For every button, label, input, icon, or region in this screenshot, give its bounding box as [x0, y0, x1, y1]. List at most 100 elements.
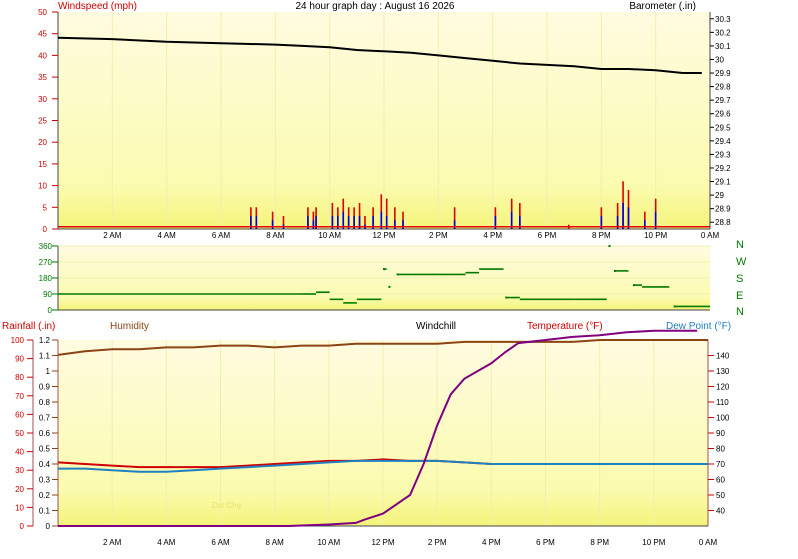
panel3-x-tick-label: 8 AM — [266, 538, 285, 547]
panel3-x-tick-label: 6 AM — [211, 538, 230, 547]
panel3-x-tick-label: 10 AM — [317, 538, 340, 547]
windspeed-tick-label: 35 — [38, 73, 47, 82]
panel1-x-tick-label: 10 AM — [318, 231, 341, 240]
temperature-tick-label: 50 — [716, 491, 725, 500]
temperature-tick-label: 130 — [716, 367, 730, 376]
wind-barometer-panel: 2 AM 4 AM 6 AM 8 AM 10 AM 12 PM 2 PM 4 PM 6 PM 8 … — [38, 1, 731, 240]
outer-left-tick-label: 90 — [15, 355, 24, 364]
panel1-x-tick-label: 6 AM — [212, 231, 231, 240]
inner-left-tick-label: 0.1 — [39, 507, 51, 516]
compass-label: N — [736, 239, 744, 251]
compass-label: S — [736, 273, 743, 285]
outer-left-tick-label: 100 — [11, 336, 25, 345]
barometer-tick-label: 29.3 — [715, 150, 731, 159]
inner-left-tick-label: 0.2 — [39, 491, 51, 500]
outer-left-tick-label: 40 — [15, 448, 24, 457]
barometer-tick-label: 29.6 — [715, 110, 731, 119]
outer-left-tick-label: 60 — [15, 410, 24, 419]
outer-left-tick-label: 30 — [15, 466, 24, 475]
dewpoint-header: Dew Point (°F) — [666, 321, 731, 332]
temperature-tick-label: 100 — [716, 414, 730, 423]
panel1-x-tick-label: 0 AM — [701, 231, 720, 240]
barometer-tick-label: 28.8 — [715, 218, 731, 227]
direction-tick-label: 270 — [39, 258, 53, 267]
barometer-tick-label: 29.4 — [715, 137, 731, 146]
panel3-x-tick-label: 4 PM — [482, 538, 501, 547]
compass-label: E — [736, 290, 743, 302]
panel1-x-tick-label: 6 PM — [538, 231, 557, 240]
windspeed-tick-label: 10 — [38, 182, 47, 191]
panel1-x-tick-label: 8 PM — [592, 231, 611, 240]
temperature-tick-label: 90 — [716, 429, 725, 438]
panel3-x-tick-label: 10 PM — [642, 538, 665, 547]
inner-left-tick-label: 0.5 — [39, 445, 51, 454]
barometer-tick-label: 30.3 — [715, 15, 731, 24]
windspeed-tick-label: 20 — [38, 138, 47, 147]
barometer-tick-label: 30 — [715, 55, 724, 64]
outer-left-tick-label: 70 — [15, 392, 24, 401]
outer-left-tick-label: 80 — [15, 373, 24, 382]
windspeed-tick-label: 0 — [43, 225, 48, 234]
panel3-x-tick-label: 4 AM — [157, 538, 176, 547]
inner-left-tick-label: 1.1 — [39, 352, 51, 361]
outer-left-tick-label: 20 — [15, 485, 24, 494]
barometer-axis-label: Barometer (.in) — [629, 1, 696, 12]
direction-tick-label: 360 — [39, 242, 53, 251]
rainfall-line — [58, 329, 698, 527]
windspeed-tick-label: 30 — [38, 95, 47, 104]
panel1-x-tick-label: 12 PM — [372, 231, 395, 240]
dew-point-line — [58, 459, 708, 473]
windspeed-tick-label: 15 — [38, 160, 47, 169]
outer-left-tick-label: 10 — [15, 503, 24, 512]
direction-tick-label: 90 — [43, 290, 52, 299]
compass-label: W — [736, 256, 747, 268]
wind-direction-point — [388, 285, 391, 288]
temperature-tick-label: 40 — [716, 507, 725, 516]
panel1-x-tick-label: 4 AM — [158, 231, 177, 240]
barometer-line — [57, 36, 702, 74]
temperature-tick-label: 70 — [716, 460, 725, 469]
rainfall-header: Rainfall (.in) — [2, 321, 55, 332]
panel1-x-tick-label: 2 PM — [429, 231, 448, 240]
barometer-tick-label: 29.1 — [715, 178, 731, 187]
inner-left-tick-label: 0.9 — [39, 383, 51, 392]
humidity-header: Humidity — [110, 321, 149, 332]
outer-left-tick-label: 50 — [15, 429, 24, 438]
temperature-humidity-panel: 2 AM 4 AM 6 AM 8 AM 10 AM 12 PM 2 PM 4 PM 6 PM 8 … — [2, 321, 731, 547]
inner-left-tick-label: 0 — [46, 522, 51, 531]
windspeed-tick-label: 25 — [38, 117, 47, 126]
barometer-tick-label: 29.5 — [715, 123, 731, 132]
barometer-tick-label: 29.7 — [715, 96, 731, 105]
temperature-header: Temperature (°F) — [527, 321, 603, 332]
dst-change-annotation: Dst Chg — [212, 501, 241, 510]
barometer-tick-label: 30.2 — [715, 28, 731, 37]
windspeed-tick-label: 5 — [43, 203, 48, 212]
panel3-x-tick-label: 0 AM — [699, 538, 718, 547]
humidity-line — [57, 339, 708, 356]
direction-tick-label: 0 — [48, 306, 53, 315]
barometer-tick-label: 30.1 — [715, 42, 731, 51]
windchill-header: Windchill — [416, 321, 456, 332]
inner-left-tick-label: 0.6 — [39, 429, 51, 438]
panel3-x-tick-label: 2 PM — [428, 538, 447, 547]
windspeed-axis-label: Windspeed (mph) — [58, 1, 137, 12]
temperature-tick-label: 60 — [716, 476, 725, 485]
temperature-tick-label: 110 — [716, 398, 729, 407]
inner-left-tick-label: 0.3 — [39, 476, 51, 485]
barometer-tick-label: 29.2 — [715, 164, 731, 173]
panel1-x-tick-label: 8 AM — [266, 231, 285, 240]
barometer-tick-label: 29.8 — [715, 83, 731, 92]
panel3-x-tick-label: 12 PM — [371, 538, 394, 547]
panel3-x-tick-label: 2 AM — [103, 538, 122, 547]
windspeed-tick-label: 45 — [38, 30, 47, 39]
inner-left-tick-label: 1 — [46, 367, 51, 376]
panel3-x-tick-label: 8 PM — [590, 538, 609, 547]
panel3-x-tick-label: 6 PM — [536, 538, 555, 547]
inner-left-tick-label: 0.7 — [39, 414, 51, 423]
panel1-x-tick-label: 4 PM — [483, 231, 502, 240]
temperature-tick-label: 120 — [716, 383, 730, 392]
inner-left-tick-label: 1.2 — [39, 336, 51, 345]
